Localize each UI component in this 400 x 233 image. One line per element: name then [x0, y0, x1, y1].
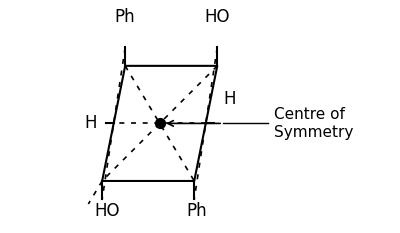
Text: HO: HO [204, 7, 230, 26]
Text: H: H [223, 90, 236, 108]
Point [156, 122, 163, 125]
Text: Ph: Ph [115, 7, 136, 26]
Text: Ph: Ph [186, 202, 207, 220]
Text: H: H [84, 114, 96, 132]
Text: HO: HO [94, 202, 120, 220]
Text: Centre of
Symmetry: Centre of Symmetry [274, 107, 353, 140]
